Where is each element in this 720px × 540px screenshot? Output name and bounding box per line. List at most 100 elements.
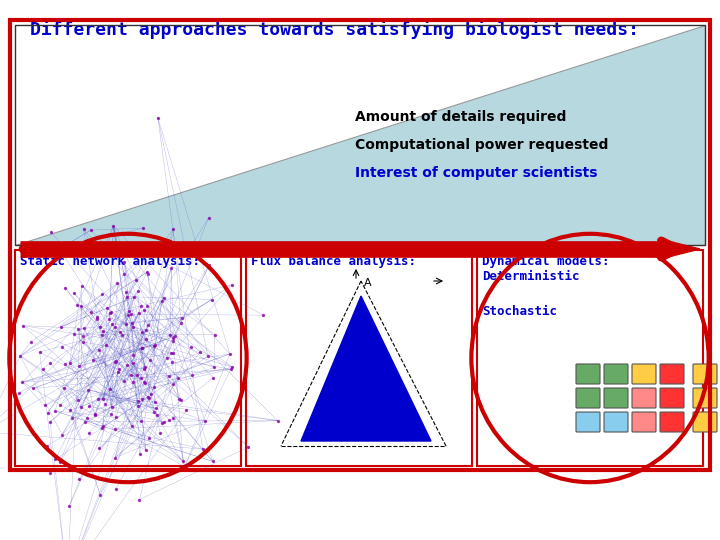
Point <box>104 308 116 317</box>
Point <box>64 406 76 415</box>
Point <box>181 406 192 415</box>
Point <box>76 302 87 310</box>
Point <box>186 371 197 380</box>
Point <box>135 417 146 426</box>
Point <box>83 386 94 394</box>
FancyBboxPatch shape <box>693 388 717 408</box>
Point <box>152 113 163 122</box>
Point <box>148 408 160 416</box>
Point <box>138 224 149 232</box>
Point <box>161 354 173 362</box>
Point <box>110 413 122 422</box>
Point <box>176 313 187 322</box>
Point <box>149 398 161 407</box>
Point <box>137 343 148 352</box>
Point <box>138 305 150 314</box>
Point <box>169 332 181 340</box>
Point <box>134 449 145 458</box>
Bar <box>477 250 703 466</box>
Point <box>104 384 116 393</box>
FancyBboxPatch shape <box>604 412 628 432</box>
Point <box>168 349 179 358</box>
Point <box>118 377 130 386</box>
Point <box>142 321 153 329</box>
Point <box>173 374 184 382</box>
Text: Different approaches towards satisfying biologist needs:: Different approaches towards satisfying … <box>30 20 639 39</box>
Point <box>45 359 56 367</box>
Point <box>79 417 91 426</box>
Point <box>104 315 115 324</box>
Polygon shape <box>301 296 431 441</box>
Point <box>37 364 48 373</box>
Point <box>209 330 220 339</box>
Point <box>194 348 206 356</box>
Point <box>114 327 126 336</box>
Point <box>92 394 104 403</box>
Point <box>17 321 29 330</box>
Point <box>96 424 107 433</box>
FancyBboxPatch shape <box>604 364 628 384</box>
Point <box>127 323 139 332</box>
Text: Interest of computer scientists: Interest of computer scientists <box>355 166 598 180</box>
Point <box>120 288 132 296</box>
Point <box>59 283 71 292</box>
Point <box>76 281 88 290</box>
Bar <box>15 250 241 466</box>
Point <box>203 213 215 222</box>
Point <box>112 279 123 287</box>
Point <box>174 395 185 404</box>
Text: Dynamical models:
Deterministic: Dynamical models: Deterministic <box>482 255 610 283</box>
Point <box>136 343 148 352</box>
Point <box>77 338 89 346</box>
Point <box>140 379 151 388</box>
Point <box>168 414 179 422</box>
Point <box>227 363 238 372</box>
Point <box>110 485 122 494</box>
Point <box>202 352 214 360</box>
Point <box>94 490 106 499</box>
Point <box>224 349 235 358</box>
Point <box>125 310 137 319</box>
Point <box>135 302 147 310</box>
Point <box>68 330 80 339</box>
Point <box>143 394 155 403</box>
Point <box>138 365 150 374</box>
Point <box>85 308 96 316</box>
Point <box>118 258 130 266</box>
Point <box>142 392 153 401</box>
Point <box>101 304 112 313</box>
Point <box>42 409 53 417</box>
Point <box>126 422 138 430</box>
Point <box>122 311 134 320</box>
FancyBboxPatch shape <box>576 364 600 384</box>
Point <box>83 429 94 437</box>
Point <box>132 402 143 411</box>
Point <box>66 414 78 423</box>
Point <box>132 287 143 296</box>
Point <box>166 349 177 357</box>
Point <box>55 322 67 331</box>
Point <box>84 402 95 410</box>
Point <box>14 352 26 360</box>
Point <box>133 308 145 317</box>
Point <box>112 368 124 376</box>
Point <box>97 395 109 403</box>
Point <box>109 323 121 332</box>
Point <box>167 380 179 389</box>
Point <box>73 475 85 484</box>
Point <box>64 359 76 367</box>
Point <box>145 356 156 364</box>
Point <box>141 301 153 310</box>
Point <box>108 221 120 230</box>
Point <box>272 416 284 425</box>
Point <box>89 410 101 419</box>
Point <box>45 228 57 237</box>
Point <box>55 400 66 409</box>
Text: Amount of details required: Amount of details required <box>355 110 567 124</box>
Point <box>243 443 254 451</box>
Point <box>85 226 96 234</box>
Point <box>143 434 154 442</box>
FancyBboxPatch shape <box>660 412 684 432</box>
Point <box>199 417 211 426</box>
Point <box>116 331 127 340</box>
